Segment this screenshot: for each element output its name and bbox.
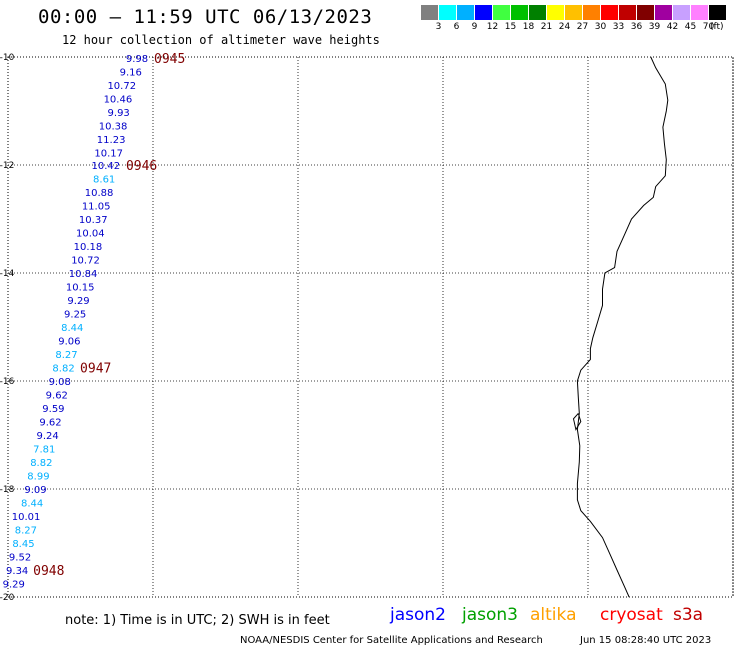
wave-height-map: 03691215-10-12-14-16-18-209.989.1610.721… xyxy=(0,52,734,600)
wave-height-label: 11.05 xyxy=(82,202,111,213)
coast-islet xyxy=(572,413,582,431)
satellite-label-jason3: jason3 xyxy=(462,605,518,625)
lat-tick-label: -20 xyxy=(0,593,15,600)
wave-height-label: 8.44 xyxy=(61,323,83,334)
legend-swatch xyxy=(583,5,600,20)
legend-swatch xyxy=(439,5,456,20)
wave-height-label: 10.46 xyxy=(104,95,133,106)
legend-label: 24 xyxy=(558,22,571,32)
wave-height-label: 9.98 xyxy=(126,54,148,65)
coastline xyxy=(576,56,669,598)
wave-height-label: 9.52 xyxy=(9,553,31,564)
wave-height-label: 10.04 xyxy=(76,229,105,240)
lat-tick-label: -16 xyxy=(0,377,15,387)
wave-height-label: 8.82 xyxy=(30,458,52,469)
legend-label: 18 xyxy=(522,22,535,32)
legend-swatch xyxy=(709,5,726,20)
legend-label: 45 xyxy=(684,22,697,32)
wave-height-label: 9.62 xyxy=(39,418,61,429)
satellite-label-altika: altika xyxy=(530,605,577,625)
legend-swatch xyxy=(673,5,690,20)
legend-swatch xyxy=(475,5,492,20)
legend-swatch xyxy=(511,5,528,20)
wave-height-label: 10.15 xyxy=(66,283,95,294)
wave-height-label: 10.42 xyxy=(91,161,120,172)
wave-height-label: 9.62 xyxy=(46,391,68,402)
wave-height-label: 10.84 xyxy=(69,269,98,280)
wave-height-label: 8.82 xyxy=(52,364,74,375)
wave-height-label: 10.88 xyxy=(85,188,114,199)
wave-height-label: 8.44 xyxy=(21,499,43,510)
legend-label: 33 xyxy=(612,22,625,32)
legend-label: 21 xyxy=(540,22,553,32)
wave-height-label: 9.09 xyxy=(24,485,46,496)
wave-height-label: 11.23 xyxy=(97,135,126,146)
legend-swatch xyxy=(637,5,654,20)
legend-swatch xyxy=(691,5,708,20)
legend-label: 15 xyxy=(504,22,517,32)
wave-height-label: 8.27 xyxy=(55,350,77,361)
wave-height-label: 9.29 xyxy=(67,296,89,307)
wave-height-label: 8.99 xyxy=(27,472,49,483)
wave-height-label: 10.72 xyxy=(71,256,100,267)
wave-height-label: 10.72 xyxy=(107,81,136,92)
legend-label: 3 xyxy=(435,22,442,32)
wave-height-label: 7.81 xyxy=(33,445,55,456)
wave-height-label: 10.17 xyxy=(94,149,123,160)
satellite-label-s3a: s3a xyxy=(673,605,704,625)
legend-swatch xyxy=(565,5,582,20)
time-label: 0948 xyxy=(33,564,64,579)
legend-swatch xyxy=(493,5,510,20)
wave-height-label: 9.93 xyxy=(108,108,130,119)
time-label: 0945 xyxy=(154,52,185,67)
legend-swatch xyxy=(601,5,618,20)
legend-swatch xyxy=(421,5,438,20)
wave-height-label: 9.24 xyxy=(36,431,58,442)
wave-height-label: 10.18 xyxy=(74,242,103,253)
units-note: note: 1) Time is in UTC; 2) SWH is in fe… xyxy=(65,613,330,628)
legend-label: 42 xyxy=(666,22,679,32)
satellite-label-jason2: jason2 xyxy=(390,605,446,625)
lat-tick-label: -18 xyxy=(0,485,15,495)
wave-height-label: 9.08 xyxy=(49,377,71,388)
lat-tick-label: -14 xyxy=(0,269,15,279)
wave-height-label: 9.16 xyxy=(120,68,142,79)
map-title: 00:00 – 11:59 UTC 06/13/2023 xyxy=(38,6,373,28)
wave-height-label: 9.25 xyxy=(64,310,86,321)
legend-unit: (ft) xyxy=(710,22,724,32)
wave-height-label: 8.45 xyxy=(12,539,34,550)
wave-height-label: 10.01 xyxy=(12,512,41,523)
legend-label: 30 xyxy=(594,22,607,32)
legend-label: 39 xyxy=(648,22,661,32)
legend-swatch xyxy=(655,5,672,20)
wave-height-label: 9.34 xyxy=(6,566,28,577)
legend-label: 70 xyxy=(702,22,715,32)
lat-tick-label: -10 xyxy=(0,53,15,63)
footer-credit: NOAA/NESDIS Center for Satellite Applica… xyxy=(240,635,543,646)
legend-swatch xyxy=(547,5,564,20)
legend-swatch xyxy=(529,5,546,20)
wave-height-label: 9.59 xyxy=(42,404,64,415)
legend-label: 9 xyxy=(471,22,478,32)
legend-label: 12 xyxy=(486,22,499,32)
time-label: 0947 xyxy=(80,362,111,377)
footer-timestamp: Jun 15 08:28:40 UTC 2023 xyxy=(580,635,712,646)
wave-height-label: 9.29 xyxy=(3,580,25,591)
wave-height-label: 10.38 xyxy=(99,122,128,133)
wave-height-label: 8.61 xyxy=(93,175,115,186)
wave-height-label: 10.37 xyxy=(79,215,108,226)
satellite-label-cryosat: cryosat xyxy=(600,605,663,625)
time-label: 0946 xyxy=(126,159,157,174)
legend-label: 27 xyxy=(576,22,589,32)
legend-label: 6 xyxy=(453,22,460,32)
legend-swatch xyxy=(457,5,474,20)
lat-tick-label: -12 xyxy=(0,161,14,171)
wave-height-label: 9.06 xyxy=(58,337,80,348)
wave-height-label: 8.27 xyxy=(15,526,37,537)
map-subtitle: 12 hour collection of altimeter wave hei… xyxy=(62,33,380,47)
legend-label: 36 xyxy=(630,22,643,32)
legend-swatch xyxy=(619,5,636,20)
